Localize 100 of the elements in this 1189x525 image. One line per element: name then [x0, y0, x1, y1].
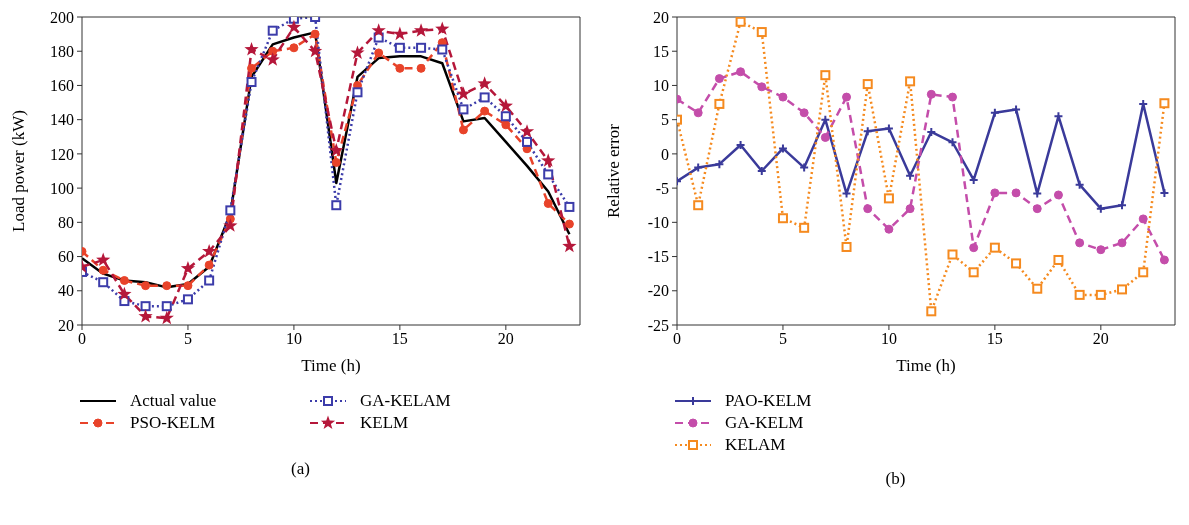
x-axis-title: Time (h): [896, 356, 956, 375]
point: [374, 48, 384, 58]
point: [905, 76, 916, 87]
point: [117, 286, 132, 301]
point: [182, 294, 193, 305]
point: [990, 188, 1000, 198]
point: [350, 45, 365, 59]
x-tick-label: 0: [673, 330, 681, 348]
point: [183, 281, 193, 291]
y-tick-label: -25: [647, 316, 669, 334]
point: [267, 25, 278, 36]
x-tick-label: 20: [1092, 330, 1109, 348]
point: [714, 98, 725, 109]
legend-label: GA-KELM: [725, 413, 804, 433]
y-tick-label: 100: [50, 179, 74, 197]
point: [693, 108, 703, 118]
point: [799, 108, 809, 118]
point: [480, 106, 490, 116]
point: [458, 125, 468, 135]
point: [1159, 98, 1170, 109]
y-tick-label: 15: [653, 42, 669, 60]
point: [331, 200, 342, 211]
point: [756, 27, 767, 38]
point: [562, 238, 577, 253]
point: [820, 132, 830, 142]
y-tick-label: 5: [661, 111, 669, 129]
point: [969, 243, 979, 253]
point: [458, 104, 469, 115]
point: [244, 42, 259, 56]
point: [947, 249, 958, 260]
x-tick-label: 5: [183, 330, 192, 348]
x-tick-label: 5: [778, 330, 787, 348]
point: [564, 201, 575, 212]
point: [1096, 245, 1106, 255]
y-tick-label: 180: [50, 42, 74, 60]
point: [1117, 238, 1127, 248]
y-tick-label: 0: [661, 145, 669, 163]
point: [842, 92, 852, 102]
point: [202, 243, 217, 258]
y-tick-label: 60: [58, 248, 74, 266]
point: [161, 301, 172, 312]
point: [329, 142, 344, 157]
point: [331, 157, 341, 167]
point: [392, 26, 408, 41]
legend-label: KELM: [360, 413, 409, 433]
point: [543, 199, 553, 209]
point: [1032, 283, 1043, 294]
point: [862, 79, 873, 90]
point: [883, 193, 894, 204]
point: [265, 52, 280, 66]
point: [435, 21, 450, 36]
point: [736, 67, 746, 77]
y-tick-label: -5: [655, 179, 669, 197]
point: [522, 136, 533, 147]
point: [140, 301, 151, 312]
legend-label: PAO-KELM: [725, 391, 812, 411]
point: [416, 63, 426, 73]
point: [968, 267, 979, 278]
x-axis-title: Time (h): [301, 356, 361, 375]
y-axis-title: Load power (kW): [9, 110, 29, 232]
text: (a): [290, 459, 311, 479]
y-tick-label: -10: [647, 214, 669, 232]
point: [501, 120, 511, 130]
point: [777, 213, 788, 224]
x-tick-label: 0: [78, 330, 86, 348]
y-tick-label: 200: [50, 8, 74, 26]
point: [799, 222, 810, 233]
point: [479, 92, 490, 103]
point: [735, 17, 746, 27]
y-tick-label: 120: [50, 145, 74, 163]
point: [416, 42, 427, 53]
point: [98, 277, 109, 288]
point: [947, 92, 957, 102]
point: [1011, 258, 1022, 269]
x-tick-label: 10: [285, 330, 302, 348]
legend-label: Actual value: [130, 391, 217, 411]
point: [564, 219, 574, 229]
point: [543, 169, 554, 180]
point: [1032, 204, 1042, 214]
point: [541, 153, 556, 167]
point: [477, 76, 492, 90]
point: [159, 310, 174, 325]
point: [289, 43, 299, 53]
point: [757, 82, 767, 92]
point: [307, 43, 323, 58]
point: [1074, 289, 1085, 300]
point: [394, 42, 405, 53]
point: [371, 23, 386, 37]
point: [778, 92, 788, 102]
y-axis-title: Relative error: [604, 123, 624, 218]
point: [138, 308, 153, 323]
point: [286, 19, 302, 34]
y-tick-label: 80: [58, 214, 74, 232]
point: [247, 63, 257, 73]
point: [437, 44, 448, 55]
y-tick-label: 20: [58, 316, 74, 334]
point: [1095, 289, 1106, 300]
point: [989, 242, 1000, 253]
text: (b): [884, 469, 907, 489]
point: [352, 87, 363, 98]
